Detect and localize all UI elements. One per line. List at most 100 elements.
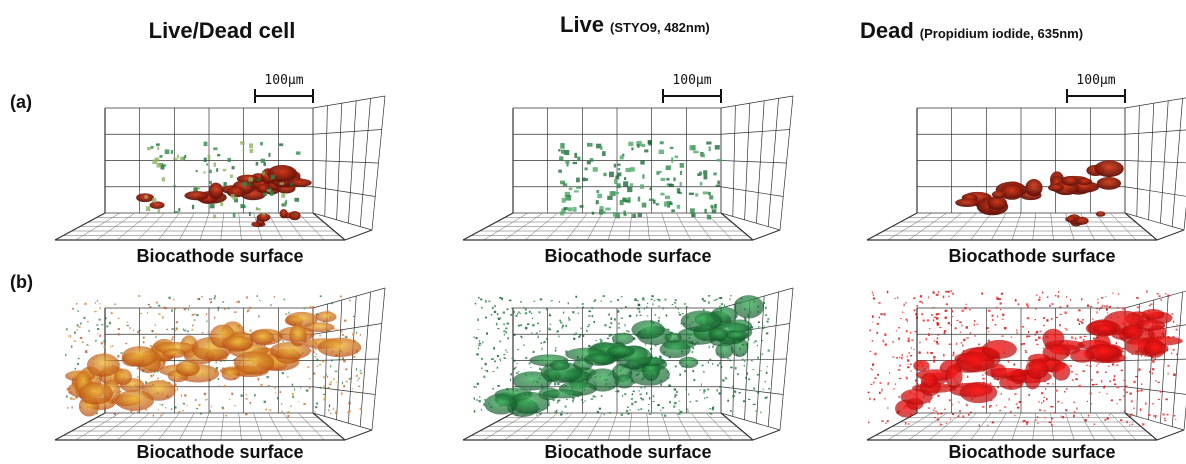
cell-speck xyxy=(151,330,154,332)
cell-speck xyxy=(308,378,311,380)
cell-speck xyxy=(645,343,647,346)
cell-speck xyxy=(505,349,507,352)
cell-speck xyxy=(342,334,344,336)
cell-speck xyxy=(944,309,948,312)
cell-speck xyxy=(185,307,187,309)
cell-speck xyxy=(641,202,647,208)
cell-speck xyxy=(291,383,294,386)
cell-speck xyxy=(640,184,645,189)
cell-speck xyxy=(1086,400,1088,403)
cell-speck xyxy=(147,147,151,151)
cell-speck xyxy=(213,316,216,319)
cell-speck xyxy=(644,149,649,153)
cell-speck xyxy=(951,310,954,313)
cell-speck xyxy=(995,306,998,309)
cell-speck xyxy=(876,331,879,334)
cell-speck xyxy=(323,385,326,388)
cell-speck xyxy=(249,149,254,154)
cell-speck xyxy=(887,382,890,384)
cell-speck xyxy=(523,306,525,309)
cell-speck xyxy=(582,177,586,182)
cell-speck xyxy=(1000,292,1004,295)
cell-speck xyxy=(154,333,158,336)
cell-speck xyxy=(561,197,566,203)
cell-speck xyxy=(1069,365,1072,367)
cell-speck xyxy=(560,180,566,185)
cell-speck xyxy=(69,335,72,338)
cell-speck xyxy=(621,394,624,397)
cell-speck xyxy=(84,302,87,305)
cell-speck xyxy=(203,157,207,163)
cell-speck xyxy=(966,337,969,339)
cell-speck xyxy=(256,178,261,182)
cell-speck xyxy=(641,143,646,148)
cell-speck xyxy=(946,290,949,293)
cell-speck xyxy=(1060,415,1063,417)
cell-speck xyxy=(762,388,765,390)
cell-cluster xyxy=(1025,179,1043,197)
cell-speck xyxy=(704,208,707,214)
cell-speck xyxy=(703,170,708,175)
cell-speck xyxy=(903,303,905,307)
cell-speck xyxy=(513,310,515,314)
cell-speck xyxy=(1173,415,1176,417)
cell-speck xyxy=(229,174,233,178)
cell-speck xyxy=(245,412,248,416)
cell-speck xyxy=(707,301,710,304)
cell-speck xyxy=(1105,371,1107,374)
cell-speck xyxy=(702,308,705,312)
cell-speck xyxy=(653,300,656,302)
cell-speck xyxy=(613,191,620,195)
grid-line xyxy=(312,129,382,135)
cell-speck xyxy=(608,326,612,329)
cell-speck xyxy=(628,141,634,147)
cell-speck xyxy=(732,395,735,398)
cell-speck xyxy=(1148,304,1151,307)
cell-speck xyxy=(729,410,732,412)
cell-speck xyxy=(154,336,157,338)
cell-speck xyxy=(640,387,643,389)
cell-speck xyxy=(991,318,994,322)
cell-speck xyxy=(490,314,493,316)
cell-speck xyxy=(80,322,82,325)
cell-speck xyxy=(576,306,578,308)
cell-speck xyxy=(593,320,595,324)
cell-speck xyxy=(1164,293,1167,295)
cell-cluster xyxy=(549,360,570,371)
cell-speck xyxy=(576,186,582,189)
cell-speck xyxy=(1095,383,1098,385)
cell-speck xyxy=(575,295,578,298)
cell-speck xyxy=(162,379,165,382)
cell-speck xyxy=(732,385,734,388)
cell-speck xyxy=(1100,380,1103,383)
cell-speck xyxy=(1116,364,1119,366)
cell-speck xyxy=(1059,313,1062,315)
cell-speck xyxy=(915,316,919,319)
cell-speck xyxy=(268,384,270,387)
cell-speck xyxy=(126,321,128,323)
cell-speck xyxy=(629,409,631,411)
cell-speck xyxy=(719,385,722,388)
cell-speck xyxy=(84,350,88,353)
cell-speck xyxy=(106,325,109,328)
grid-line xyxy=(720,186,784,197)
cell-speck xyxy=(717,180,720,185)
cell-speck xyxy=(761,339,763,342)
cell-speck xyxy=(567,302,569,305)
cell-speck xyxy=(313,372,316,375)
cell-speck xyxy=(659,356,662,359)
cell-speck xyxy=(492,387,494,390)
cell-speck xyxy=(497,354,499,357)
cell-speck xyxy=(94,302,97,304)
cell-speck xyxy=(937,322,939,325)
cell-speck xyxy=(600,395,603,397)
cell-speck xyxy=(506,351,509,353)
cell-speck xyxy=(73,331,76,334)
cell-speck xyxy=(1095,365,1098,367)
cell-speck xyxy=(1133,380,1136,384)
cell-speck xyxy=(175,321,179,324)
cell-speck xyxy=(503,357,506,359)
cell-speck xyxy=(729,359,732,362)
cell-speck xyxy=(1063,391,1066,393)
cell-speck xyxy=(676,188,681,194)
